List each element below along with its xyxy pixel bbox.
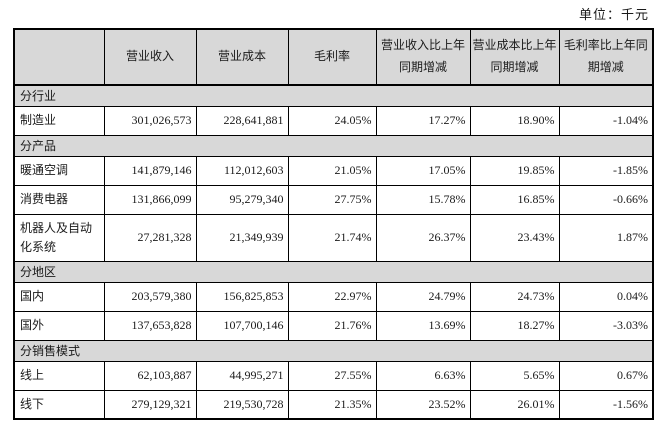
row-label: 国内 [13,281,105,312]
cell-gross-margin: 21.74% [287,213,377,262]
section-header-product: 分产品 [13,134,654,157]
cell-revenue-yoy: 13.69% [375,310,471,341]
table-row-overseas: 国外 137,653,828 107,700,146 21.76% 13.69%… [13,310,654,341]
cell-revenue-yoy: 26.37% [375,213,471,262]
section-header-label: 分地区 [13,260,654,283]
cell-revenue: 137,653,828 [103,310,197,341]
cell-cost: 156,825,853 [195,281,289,312]
table-row-offline: 线下 279,129,321 219,530,728 21.35% 23.52%… [13,389,654,420]
column-header-revenue: 营业收入 [103,28,197,86]
table-row-robotics: 机器人及自动化系统 27,281,328 21,349,939 21.74% 2… [13,213,654,262]
row-label: 线上 [13,360,105,391]
cell-margin-yoy: -0.66% [558,184,654,215]
cell-cost: 44,995,271 [195,360,289,391]
cell-margin-yoy: -1.04% [558,105,654,136]
cell-gross-margin: 21.76% [287,310,377,341]
cell-revenue: 62,103,887 [103,360,197,391]
row-label: 机器人及自动化系统 [13,213,105,262]
cell-revenue-yoy: 6.63% [375,360,471,391]
cell-revenue: 131,866,099 [103,184,197,215]
row-label: 制造业 [13,105,105,136]
column-header-revenue-yoy: 营业收入比上年同期增减 [375,28,471,86]
section-header-industry: 分行业 [13,84,654,107]
cell-cost-yoy: 18.90% [469,105,560,136]
cell-cost-yoy: 18.27% [469,310,560,341]
cell-revenue-yoy: 23.52% [375,389,471,420]
table-row-manufacturing: 制造业 301,026,573 228,641,881 24.05% 17.27… [13,105,654,136]
cell-revenue-yoy: 15.78% [375,184,471,215]
cell-revenue-yoy: 17.05% [375,155,471,186]
table-row-online: 线上 62,103,887 44,995,271 27.55% 6.63% 5.… [13,360,654,391]
cell-revenue-yoy: 24.79% [375,281,471,312]
cell-cost: 95,279,340 [195,184,289,215]
segment-financial-table: 营业收入 营业成本 毛利率 营业收入比上年同期增减 营业成本比上年同期增减 毛利… [13,28,654,420]
cell-revenue: 27,281,328 [103,213,197,262]
cell-revenue: 141,879,146 [103,155,197,186]
cell-gross-margin: 27.55% [287,360,377,391]
section-header-sales-model: 分销售模式 [13,339,654,362]
row-label: 线下 [13,389,105,420]
cell-margin-yoy: -3.03% [558,310,654,341]
cell-gross-margin: 21.05% [287,155,377,186]
section-header-region: 分地区 [13,260,654,283]
section-header-label: 分产品 [13,134,654,157]
row-label: 暖通空调 [13,155,105,186]
row-label: 消费电器 [13,184,105,215]
cell-revenue-yoy: 17.27% [375,105,471,136]
column-header-cost-yoy: 营业成本比上年同期增减 [469,28,560,86]
column-header-empty [13,28,105,86]
column-header-gross-margin: 毛利率 [287,28,377,86]
cell-cost: 228,641,881 [195,105,289,136]
header-row: 营业收入 营业成本 毛利率 营业收入比上年同期增减 营业成本比上年同期增减 毛利… [13,28,654,86]
cell-cost-yoy: 26.01% [469,389,560,420]
column-header-margin-yoy: 毛利率比上年同期增减 [558,28,654,86]
cell-revenue: 279,129,321 [103,389,197,420]
cell-margin-yoy: 1.87% [558,213,654,262]
cell-cost: 107,700,146 [195,310,289,341]
cell-gross-margin: 24.05% [287,105,377,136]
cell-margin-yoy: -1.85% [558,155,654,186]
cell-margin-yoy: 0.67% [558,360,654,391]
cell-cost-yoy: 16.85% [469,184,560,215]
cell-margin-yoy: 0.04% [558,281,654,312]
table-row-domestic: 国内 203,579,380 156,825,853 22.97% 24.79%… [13,281,654,312]
cell-cost-yoy: 23.43% [469,213,560,262]
cell-revenue: 301,026,573 [103,105,197,136]
cell-cost: 112,012,603 [195,155,289,186]
unit-label: 单位：千元 [578,7,649,22]
cell-cost: 219,530,728 [195,389,289,420]
cell-cost-yoy: 24.73% [469,281,560,312]
section-header-label: 分行业 [13,84,654,107]
column-header-cost: 营业成本 [195,28,289,86]
cell-margin-yoy: -1.56% [558,389,654,420]
table-row-consumer-appliances: 消费电器 131,866,099 95,279,340 27.75% 15.78… [13,184,654,215]
cell-cost: 21,349,939 [195,213,289,262]
cell-cost-yoy: 19.85% [469,155,560,186]
table-row-hvac: 暖通空调 141,879,146 112,012,603 21.05% 17.0… [13,155,654,186]
cell-revenue: 203,579,380 [103,281,197,312]
cell-gross-margin: 27.75% [287,184,377,215]
cell-gross-margin: 21.35% [287,389,377,420]
cell-gross-margin: 22.97% [287,281,377,312]
section-header-label: 分销售模式 [13,339,654,362]
cell-cost-yoy: 5.65% [469,360,560,391]
row-label: 国外 [13,310,105,341]
